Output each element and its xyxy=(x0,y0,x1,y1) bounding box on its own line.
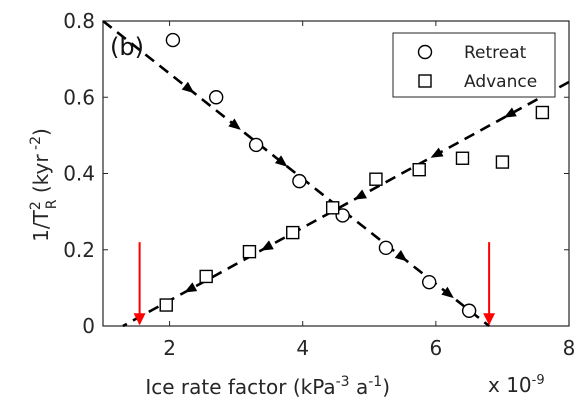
legend: Retreat Advance xyxy=(392,32,556,98)
dashed-arrowhead xyxy=(228,118,241,130)
x-axis-multiplier-exp: -9 xyxy=(532,373,545,388)
retreat-point xyxy=(248,137,264,153)
y-axis-label-end: ) xyxy=(29,128,53,136)
y-axis-label-sub: R xyxy=(44,199,60,209)
retreat-point xyxy=(378,240,394,256)
legend-marker-advance xyxy=(418,74,432,88)
advance-point xyxy=(199,269,213,284)
x-tick-label: 2 xyxy=(163,336,176,360)
retreat-point xyxy=(335,208,350,223)
advance-point xyxy=(412,162,426,177)
dashed-arrowhead xyxy=(260,240,274,251)
advance-point xyxy=(455,151,470,165)
dashed-arrowhead xyxy=(441,286,454,299)
x-tick-label: 8 xyxy=(563,336,576,360)
y-axis-label-pre: 1/T xyxy=(29,209,53,241)
legend-marker-retreat xyxy=(417,44,433,60)
tick-labels: 2 4 6 8 0 0.2 0.4 0.6 0.8 xyxy=(63,9,575,360)
y-tick-label: 0.6 xyxy=(63,85,95,109)
dashed-arrowhead xyxy=(503,107,517,118)
retreat-point xyxy=(292,173,307,189)
y-axis-label-sup: 2 xyxy=(28,201,44,210)
x-tick-label: 6 xyxy=(429,336,442,360)
retreat-point xyxy=(461,303,477,318)
y-axis-label-exp: -2 xyxy=(28,136,44,154)
dashed-arrowhead xyxy=(181,81,195,94)
x-axis-label-end: ) xyxy=(382,375,390,399)
x-axis-label-mid: a xyxy=(350,375,369,399)
retreat-point xyxy=(422,274,437,290)
y-tick-label: 0.4 xyxy=(63,162,95,186)
y-tick-label: 0.2 xyxy=(63,238,95,262)
dashed-line-2 xyxy=(122,80,570,328)
advance-point xyxy=(159,298,173,312)
advance-point xyxy=(495,155,510,169)
advance-point xyxy=(325,201,340,215)
dashed-arrowhead xyxy=(184,282,198,293)
legend-label-retreat: Retreat xyxy=(464,43,527,63)
retreat-point xyxy=(208,90,224,105)
y-axis-label: 1/T2R (kyr -2) xyxy=(28,128,60,242)
y-tick-label: 0.8 xyxy=(63,9,95,33)
y-axis-label-post: (kyr xyxy=(29,154,53,200)
x-axis-label-main: Ice rate factor (kPa xyxy=(145,375,335,399)
y-tick-label: 0 xyxy=(82,314,95,338)
tick-marks xyxy=(103,20,570,327)
panel-label: (b) xyxy=(110,33,144,61)
x-axis-label: Ice rate factor (kPa-3 a-1) xyxy=(145,374,390,399)
advance-point xyxy=(242,244,257,259)
advance-point xyxy=(535,105,550,120)
x-axis-multiplier: x 10-9 xyxy=(488,373,545,397)
legend-label-advance: Advance xyxy=(464,72,537,92)
advance-point xyxy=(286,225,300,240)
dashed-arrowhead xyxy=(430,147,444,158)
dashed-lines xyxy=(102,19,570,328)
data-markers xyxy=(159,32,550,318)
x-axis-label-exp1: -3 xyxy=(336,374,350,390)
dashed-arrowhead xyxy=(274,155,288,167)
red-arrows xyxy=(133,242,496,326)
dashed-arrowhead xyxy=(394,249,408,262)
x-axis-multiplier-base: x 10 xyxy=(488,373,532,397)
x-axis-label-exp2: -1 xyxy=(368,374,382,390)
retreat-point xyxy=(165,32,181,48)
x-tick-label: 4 xyxy=(296,336,309,360)
dashed-arrowhead xyxy=(354,189,367,200)
dashed-line-1 xyxy=(102,19,490,328)
advance-point xyxy=(369,172,383,186)
